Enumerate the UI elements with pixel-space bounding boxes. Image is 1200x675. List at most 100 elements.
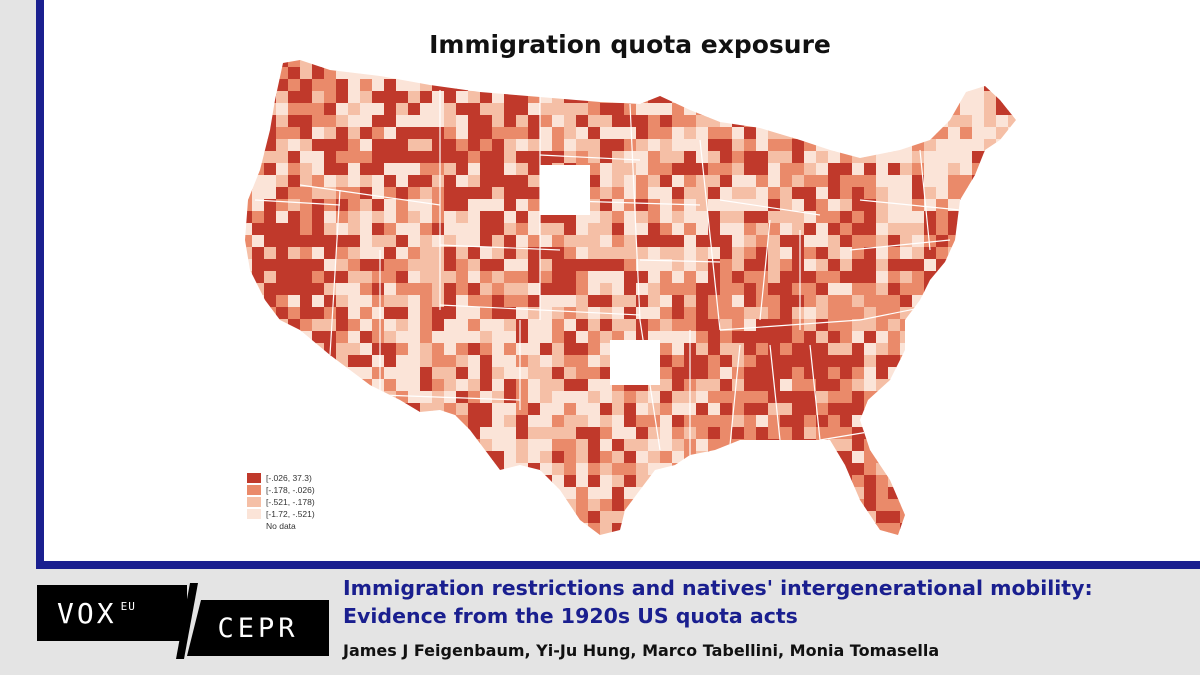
county-cell xyxy=(660,175,673,188)
county-cell xyxy=(264,355,277,368)
county-cell xyxy=(324,487,337,500)
county-cell xyxy=(888,391,901,404)
county-cell xyxy=(792,103,805,116)
county-cell xyxy=(528,511,541,524)
county-cell xyxy=(600,427,613,440)
county-cell xyxy=(264,331,277,344)
county-cell xyxy=(864,355,877,368)
county-cell xyxy=(888,199,901,212)
county-cell xyxy=(852,331,865,344)
county-cell xyxy=(756,343,769,356)
county-cell xyxy=(432,139,445,152)
county-cell xyxy=(768,187,781,200)
county-cell xyxy=(708,175,721,188)
article-headline[interactable]: Immigration restrictions and natives' in… xyxy=(343,574,1193,630)
county-cell xyxy=(876,115,889,128)
county-cell xyxy=(876,307,889,320)
county-cell xyxy=(444,259,457,272)
county-cell xyxy=(660,271,673,284)
county-cell xyxy=(912,271,925,284)
county-cell xyxy=(936,415,949,428)
county-cell xyxy=(696,283,709,296)
county-cell xyxy=(624,307,637,320)
county-cell xyxy=(852,103,865,116)
county-cell xyxy=(840,175,853,188)
county-cell xyxy=(516,151,529,164)
county-cell xyxy=(396,343,409,356)
county-cell xyxy=(876,211,889,224)
county-cell xyxy=(564,391,577,404)
county-cell xyxy=(696,415,709,428)
county-cell xyxy=(245,199,253,212)
county-cell xyxy=(984,391,997,404)
county-cell xyxy=(384,151,397,164)
county-cell xyxy=(636,523,649,535)
county-cell xyxy=(492,307,505,320)
county-cell xyxy=(960,187,973,200)
county-cell xyxy=(588,379,601,392)
county-cell xyxy=(564,463,577,476)
county-cell xyxy=(912,60,925,68)
county-cell xyxy=(756,499,769,512)
county-cell xyxy=(744,319,757,332)
county-cell xyxy=(696,475,709,488)
county-cell xyxy=(792,535,805,548)
county-cell xyxy=(468,139,481,152)
county-cell xyxy=(324,223,337,236)
county-cell xyxy=(456,439,469,452)
county-cell xyxy=(804,307,817,320)
county-cell xyxy=(636,235,649,248)
county-cell xyxy=(408,439,421,452)
county-cell xyxy=(408,319,421,332)
county-cell xyxy=(264,151,277,164)
frame-bottom-border xyxy=(36,561,1200,569)
voxeu-logo[interactable]: VOX EU xyxy=(37,585,187,641)
county-cell xyxy=(852,415,865,428)
county-cell xyxy=(912,451,925,464)
county-cell xyxy=(864,331,877,344)
county-cell xyxy=(780,115,793,128)
county-cell xyxy=(276,211,289,224)
county-cell xyxy=(348,151,361,164)
county-cell xyxy=(984,499,997,512)
county-cell xyxy=(600,343,613,356)
county-cell xyxy=(624,223,637,236)
county-cell xyxy=(564,79,577,92)
county-cell xyxy=(948,115,961,128)
county-cell xyxy=(384,115,397,128)
county-cell xyxy=(444,499,457,512)
county-cell xyxy=(504,415,517,428)
county-cell xyxy=(672,79,685,92)
county-cell xyxy=(924,415,937,428)
county-cell xyxy=(528,79,541,92)
county-cell xyxy=(660,259,673,272)
county-cell xyxy=(900,415,913,428)
county-cell xyxy=(264,403,277,416)
county-cell xyxy=(948,463,961,476)
county-cell xyxy=(912,127,925,140)
county-cell xyxy=(852,475,865,488)
county-cell xyxy=(492,391,505,404)
county-cell xyxy=(780,79,793,92)
county-cell xyxy=(468,475,481,488)
county-cell xyxy=(384,283,397,296)
county-cell xyxy=(360,223,373,236)
county-cell xyxy=(312,127,325,140)
cepr-logo[interactable]: CEPR xyxy=(187,600,329,656)
county-cell xyxy=(1008,439,1016,452)
county-cell xyxy=(672,60,685,68)
county-cell xyxy=(576,271,589,284)
county-cell xyxy=(420,115,433,128)
county-cell xyxy=(576,403,589,416)
county-cell xyxy=(696,175,709,188)
county-cell xyxy=(972,403,985,416)
county-cell xyxy=(540,271,553,284)
county-cell xyxy=(876,103,889,116)
county-cell xyxy=(1008,187,1016,200)
county-cell xyxy=(900,379,913,392)
county-cell xyxy=(384,79,397,92)
county-cell xyxy=(708,535,721,548)
county-cell xyxy=(324,535,337,548)
county-cell xyxy=(456,271,469,284)
county-cell xyxy=(396,535,409,548)
